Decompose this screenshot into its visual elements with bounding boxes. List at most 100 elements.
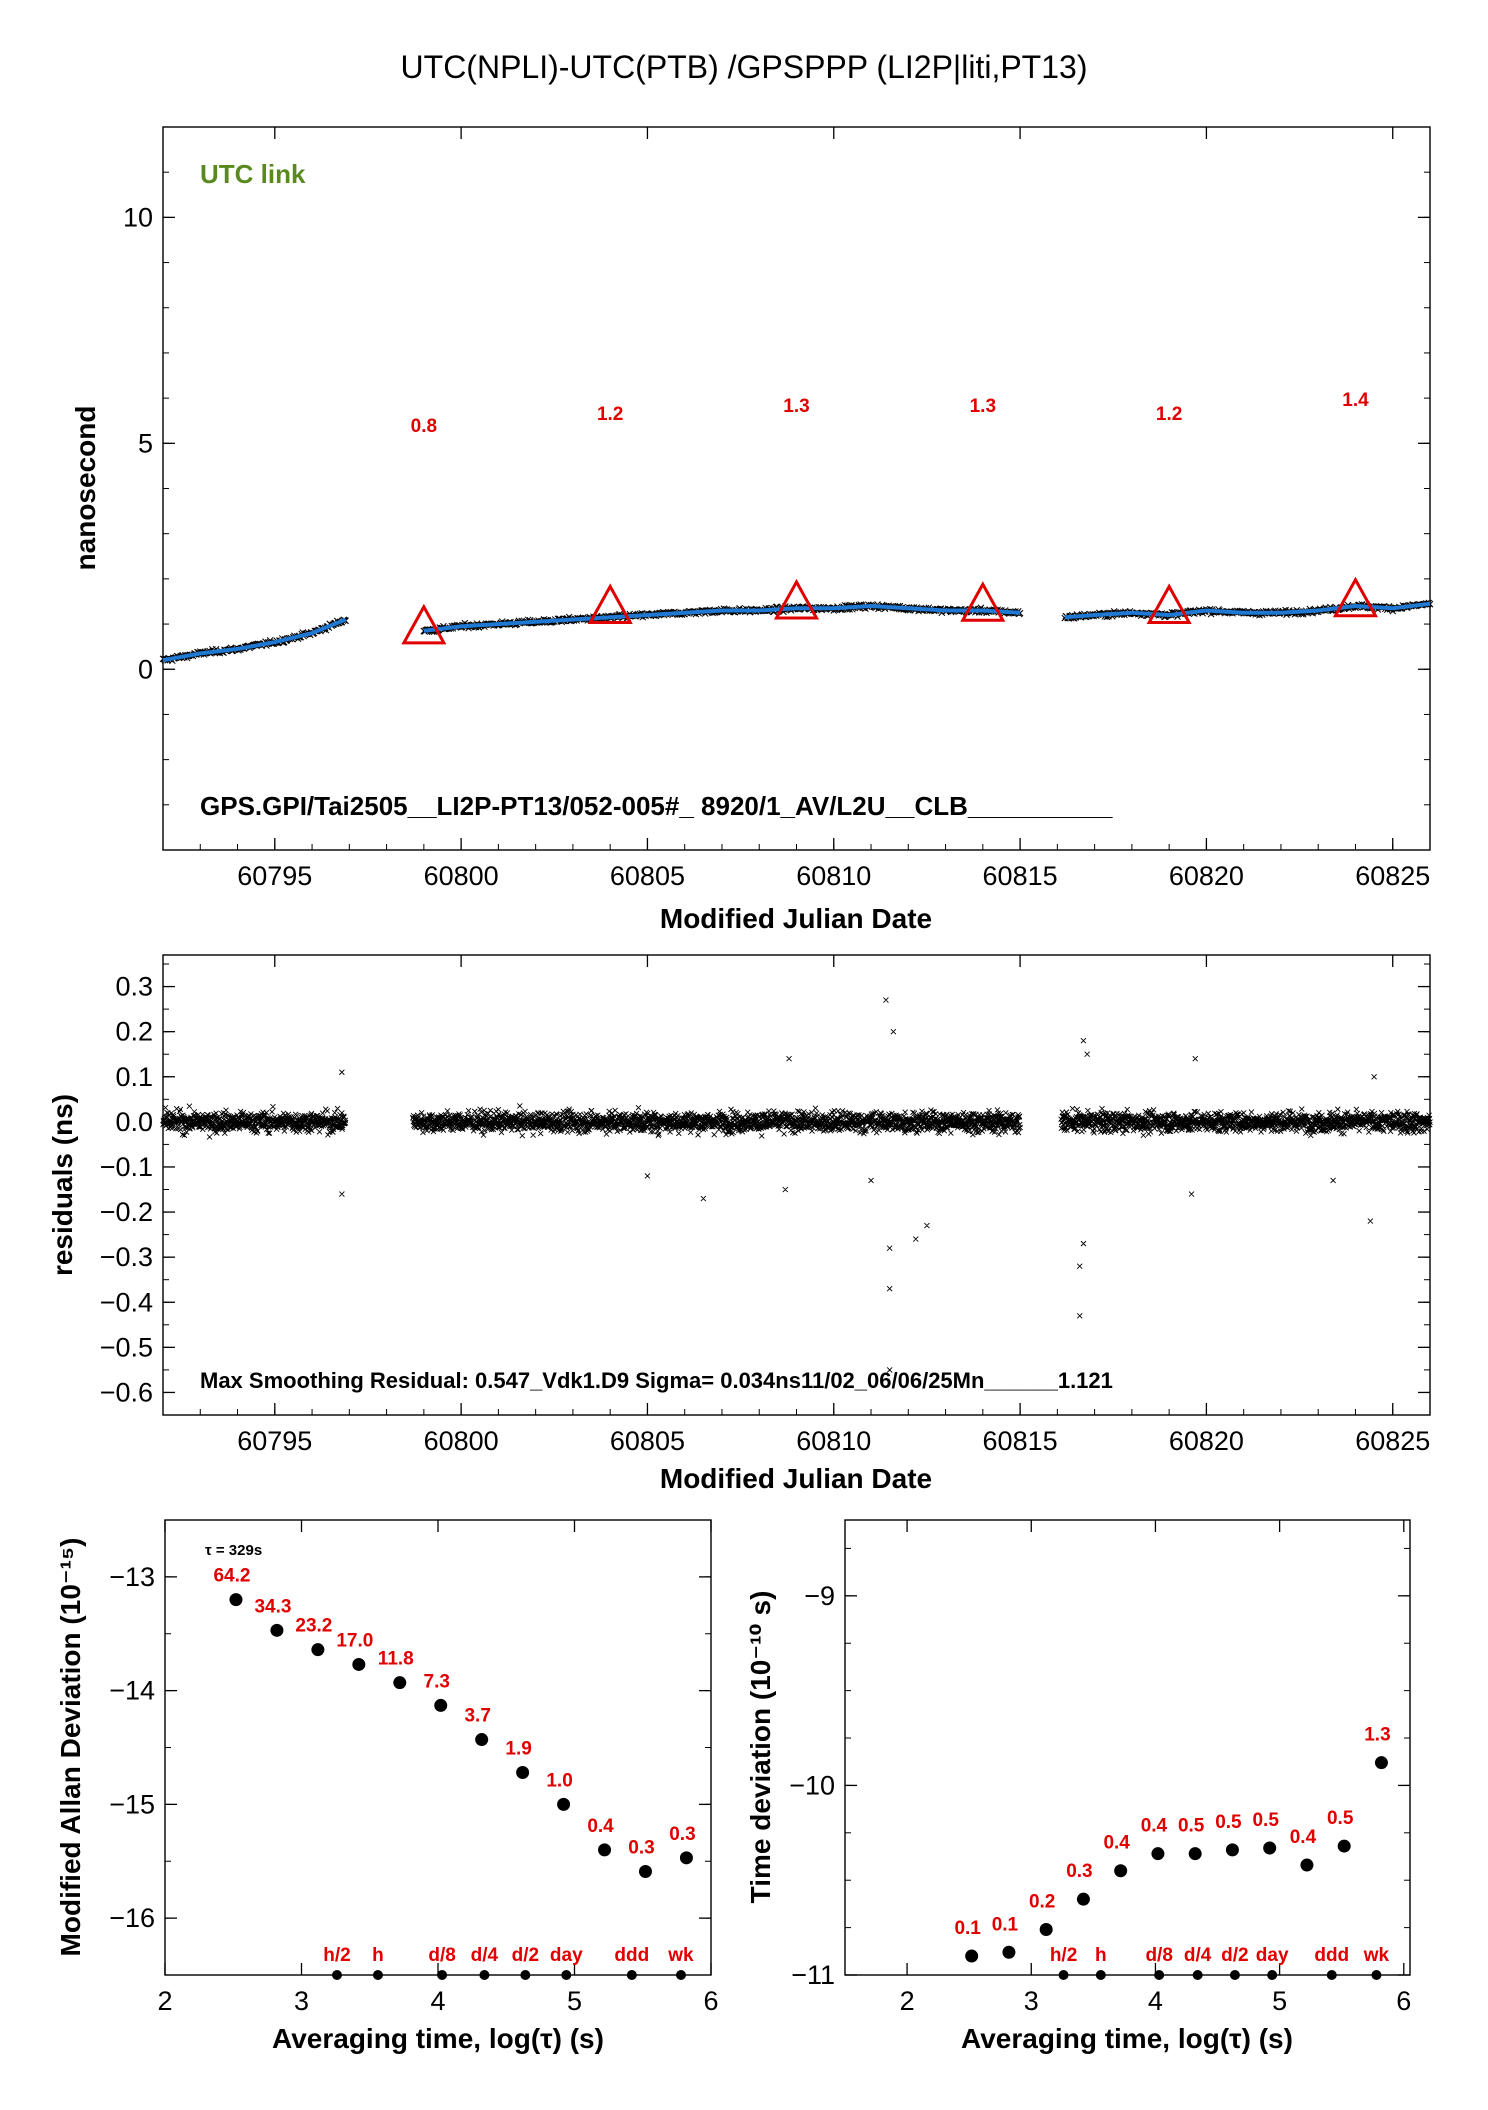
y-tick-label: 0: [138, 654, 153, 684]
y-tick-label: −14: [109, 1676, 155, 1706]
offset-label: 1.3: [783, 396, 809, 417]
deviation-point: [1002, 1945, 1016, 1959]
deviation-value-label: 0.4: [1103, 1833, 1130, 1854]
deviation-point: [1114, 1864, 1128, 1878]
deviation-point: [270, 1623, 284, 1637]
utc-link-label: UTC link: [200, 159, 306, 189]
link-y-axis-title: nanosecond: [70, 406, 101, 571]
time-marker-label: day: [1256, 1945, 1289, 1966]
x-tick-label: 60820: [1169, 861, 1244, 891]
y-tick-label: 0.0: [115, 1107, 153, 1137]
x-tick-label: 60825: [1355, 1426, 1430, 1456]
deviation-point: [516, 1766, 530, 1780]
deviation-point: [598, 1843, 612, 1857]
raw-series-1: [420, 601, 1024, 636]
x-tick-label: 60825: [1355, 861, 1430, 891]
y-tick-label: 0.3: [115, 972, 153, 1002]
residuals-stats: Max Smoothing Residual: 0.547_Vdk1.D9 Si…: [200, 1368, 1113, 1393]
y-tick-label: −11: [791, 1960, 835, 1990]
y-tick-label: −16: [109, 1903, 155, 1933]
offset-label: 1.4: [1342, 390, 1369, 411]
deviation-point: [557, 1797, 571, 1811]
offset-label: 1.3: [970, 396, 996, 417]
offset-marker: [773, 578, 820, 620]
time-marker-label: h/2: [323, 1945, 350, 1966]
deviation-point: [638, 1864, 652, 1878]
y-tick-label: −13: [109, 1562, 155, 1592]
deviation-value-label: 3.7: [464, 1706, 490, 1727]
y-tick-label: −15: [109, 1789, 155, 1819]
y-tick-label: −0.6: [100, 1377, 153, 1407]
time-marker-label: h/2: [1050, 1945, 1077, 1966]
x-tick-label: 60810: [796, 1426, 871, 1456]
x-tick-label: 4: [1148, 1986, 1163, 2016]
time-marker-label: wk: [667, 1945, 694, 1966]
time-marker-dot: [479, 1970, 490, 1980]
time-marker-dot: [1371, 1970, 1382, 1980]
deviation-value-label: 0.2: [1029, 1892, 1055, 1913]
deviation-point: [1263, 1841, 1277, 1855]
deviation-value-label: 0.5: [1178, 1816, 1205, 1837]
time-marker-dot: [626, 1970, 637, 1980]
tdev-plot-frame: [844, 1519, 1411, 1976]
deviation-point: [229, 1593, 243, 1607]
offset-marker: [960, 581, 1006, 622]
link-x-axis-title: Modified Julian Date: [660, 903, 932, 934]
deviation-value-label: 7.3: [424, 1671, 450, 1692]
y-tick-label: −0.1: [100, 1152, 153, 1182]
time-marker-dot: [1058, 1970, 1069, 1980]
deviation-point: [434, 1698, 448, 1712]
time-marker-label: h: [372, 1945, 384, 1966]
deviation-value-label: 0.5: [1215, 1812, 1242, 1833]
x-tick-label: 60800: [424, 861, 499, 891]
x-tick-label: 3: [1024, 1986, 1039, 2016]
time-marker-dot: [1192, 1970, 1203, 1980]
chart-title: UTC(NPLI)-UTC(PTB) /GPSPPP (LI2P|liti,PT…: [401, 49, 1088, 85]
deviation-point: [475, 1733, 489, 1747]
x-tick-label: 2: [900, 1986, 915, 2016]
residuals-y-axis-title: residuals (ns): [47, 1094, 78, 1276]
time-marker-dot: [520, 1970, 531, 1980]
offset-label: 1.2: [1156, 404, 1182, 425]
deviation-value-label: 11.8: [378, 1649, 414, 1670]
time-marker-label: d/2: [512, 1945, 539, 1966]
deviation-value-label: 0.3: [628, 1837, 654, 1858]
deviation-point: [311, 1643, 325, 1657]
offset-marker: [401, 603, 447, 645]
residual-points: [160, 997, 1433, 1373]
deviation-value-label: 17.0: [336, 1630, 373, 1651]
time-marker-label: day: [550, 1945, 583, 1966]
y-tick-label: 10: [123, 202, 153, 232]
x-tick-label: 3: [294, 1986, 309, 2016]
x-tick-label: 2: [157, 1986, 172, 2016]
time-marker-dot: [675, 1970, 686, 1980]
deviation-value-label: 23.2: [295, 1616, 332, 1637]
deviation-point: [1300, 1858, 1314, 1872]
x-tick-label: 5: [567, 1986, 582, 2016]
mdev-x-axis-title: Averaging time, log(τ) (s): [272, 2023, 604, 2054]
deviation-value-label: 0.4: [587, 1816, 614, 1837]
time-marker-dot: [1326, 1970, 1337, 1980]
link-run-id: GPS.GPI/Tai2505__LI2P-PT13/052-005#_ 892…: [200, 791, 1113, 821]
deviation-value-label: 0.4: [1290, 1827, 1317, 1848]
time-marker-label: wk: [1363, 1945, 1390, 1966]
mdev-plot-frame: [164, 1519, 712, 1976]
deviation-value-label: 0.5: [1252, 1810, 1279, 1831]
deviation-point: [1337, 1839, 1351, 1853]
deviation-point: [1151, 1847, 1165, 1861]
residuals-x-axis-title: Modified Julian Date: [660, 1463, 932, 1494]
x-tick-label: 60795: [237, 861, 312, 891]
x-tick-label: 5: [1272, 1986, 1287, 2016]
time-marker-dot: [331, 1970, 342, 1980]
y-tick-label: 0.2: [115, 1017, 153, 1047]
deviation-value-label: 0.3: [669, 1824, 695, 1845]
offset-marker: [1332, 576, 1379, 618]
residuals-plot-frame: [162, 954, 1431, 1416]
time-marker-dot: [1095, 1970, 1106, 1980]
mdev-panel: 2 3 4 5 6 −13 −14 −15 −16 64.234.323.217.011.8 7.…: [55, 1519, 719, 2054]
x-tick-label: 60805: [610, 861, 685, 891]
deviation-value-label: 0.1: [954, 1918, 981, 1939]
time-marker-dot: [561, 1970, 572, 1980]
deviation-point: [352, 1657, 366, 1671]
